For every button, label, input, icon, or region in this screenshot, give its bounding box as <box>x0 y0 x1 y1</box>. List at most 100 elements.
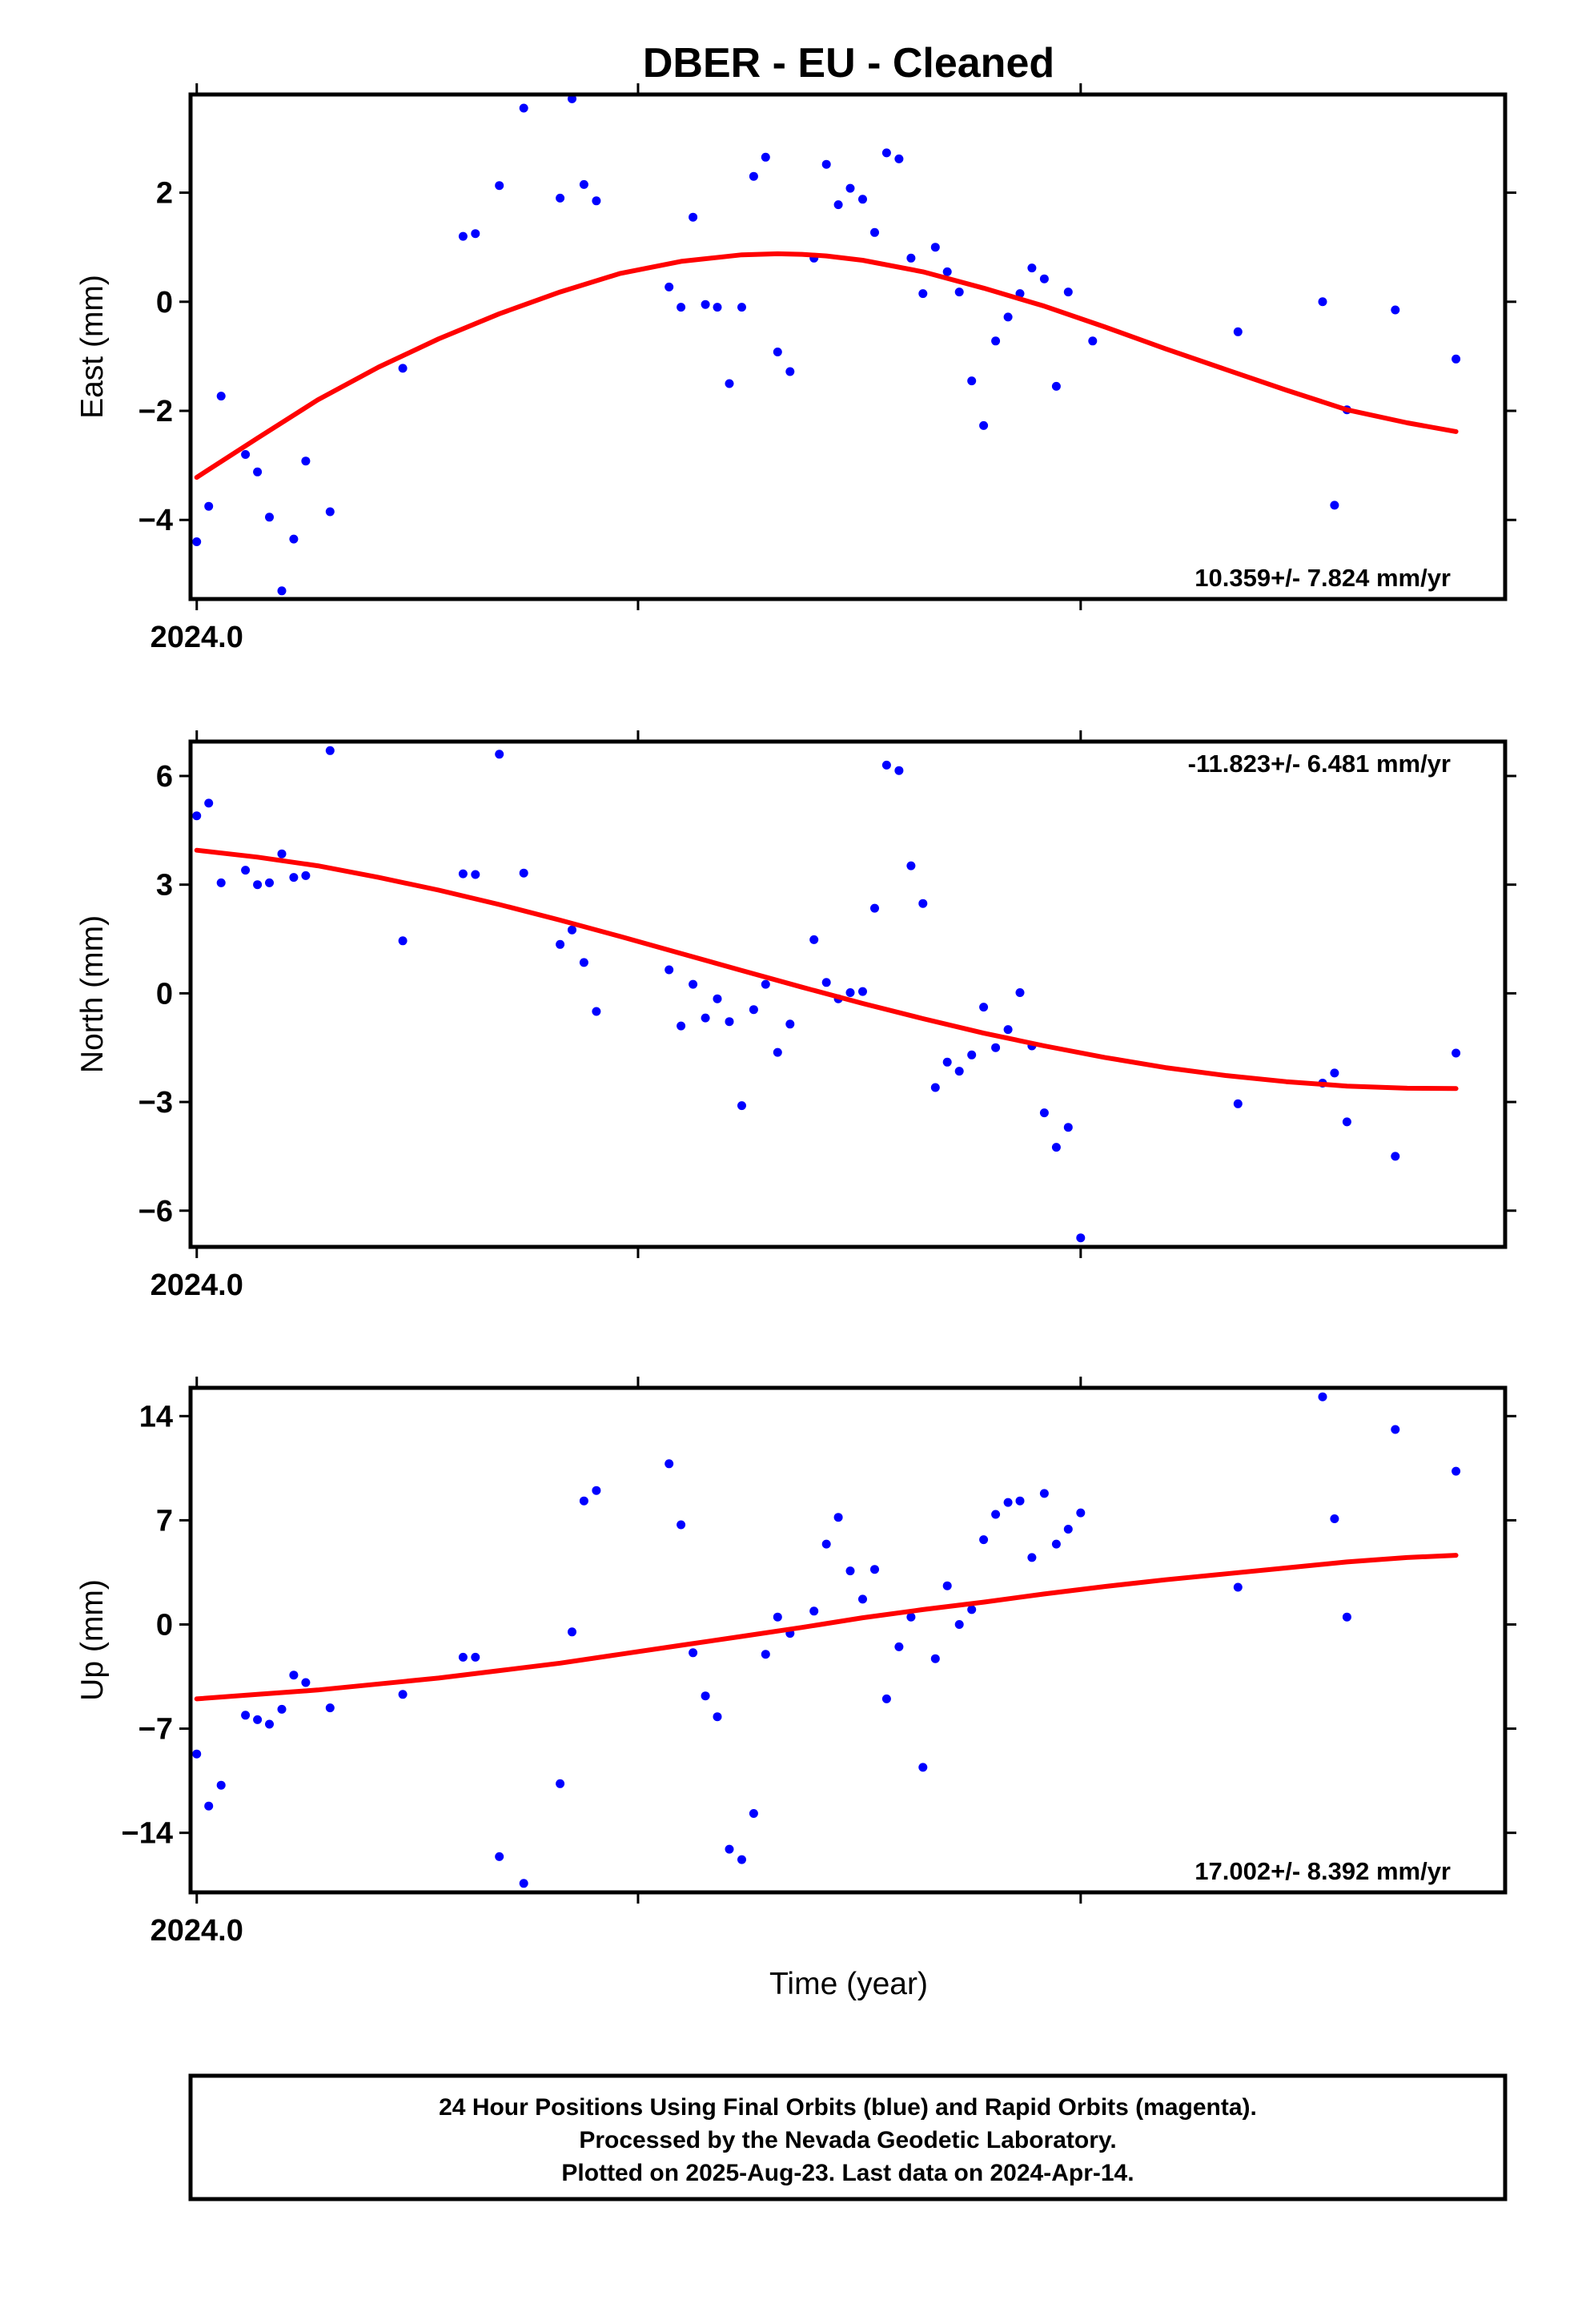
east-data-point <box>241 450 251 459</box>
east-data-point <box>398 364 408 373</box>
north-data-point <box>1452 1048 1461 1058</box>
up-y-axis-label: Up (mm) <box>75 1579 110 1701</box>
footer-box: 24 Hour Positions Using Final Orbits (bl… <box>188 2073 1508 2201</box>
north-data-point <box>930 1083 940 1092</box>
east-data-point <box>773 348 782 356</box>
footer-frame <box>188 2073 1508 2201</box>
up-data-point <box>192 1749 202 1759</box>
east-data-point <box>192 537 202 546</box>
up-data-point <box>749 1809 758 1818</box>
up-data-points <box>192 1392 1461 1888</box>
east-data-point <box>858 195 867 204</box>
up-data-point <box>1039 1489 1049 1498</box>
up-data-point <box>1330 1514 1339 1523</box>
east-data-point <box>216 392 226 401</box>
east-data-point <box>833 200 843 210</box>
east-data-point <box>568 94 576 103</box>
east-data-point <box>325 507 335 517</box>
up-y-tick-label: −7 <box>139 1713 173 1747</box>
up-data-point <box>289 1671 299 1680</box>
up-data-point <box>398 1690 408 1699</box>
up-data-point <box>1318 1392 1327 1401</box>
up-data-point <box>216 1780 226 1790</box>
up-data-point <box>773 1612 782 1622</box>
east-data-point <box>1063 287 1073 297</box>
north-data-point <box>277 849 287 858</box>
up-x-tick-label: 2024.0 <box>151 1914 243 1948</box>
east-data-points <box>192 94 1461 596</box>
east-data-point <box>1391 305 1400 315</box>
east-x-tick-label: 2024.0 <box>151 621 243 654</box>
north-y-tick-label: −6 <box>139 1195 173 1228</box>
east-data-point <box>1233 327 1243 336</box>
footer-line-1: 24 Hour Positions Using Final Orbits (bl… <box>439 2094 1257 2121</box>
east-data-point <box>495 181 504 191</box>
up-rate-label: 17.002+/- 8.392 mm/yr <box>1195 1857 1451 1885</box>
north-data-point <box>991 1043 1001 1052</box>
east-data-point <box>289 534 299 544</box>
east-data-point <box>458 231 468 241</box>
up-data-point <box>979 1535 989 1545</box>
up-data-point <box>1391 1425 1400 1434</box>
north-data-point <box>894 766 904 775</box>
east-data-point <box>845 183 855 193</box>
east-data-point <box>1330 501 1339 510</box>
up-data-point <box>277 1704 287 1714</box>
north-data-point <box>568 925 576 935</box>
north-data-point <box>579 958 588 967</box>
east-data-point <box>930 243 940 252</box>
up-data-point <box>713 1712 722 1722</box>
up-data-point <box>761 1650 770 1659</box>
north-data-point <box>1076 1233 1086 1243</box>
up-data-point <box>1015 1496 1025 1506</box>
up-data-point <box>858 1594 867 1604</box>
north-data-point <box>458 869 468 879</box>
east-data-point <box>1051 381 1061 391</box>
up-data-point <box>265 1719 274 1729</box>
up-data-point <box>725 1844 734 1854</box>
up-data-point <box>737 1855 746 1864</box>
up-data-point <box>592 1486 601 1495</box>
up-data-point <box>241 1711 251 1720</box>
north-data-point <box>737 1101 746 1111</box>
up-y-tick-label: 7 <box>156 1504 173 1538</box>
up-data-point <box>1342 1612 1351 1622</box>
north-data-point <box>942 1057 952 1067</box>
up-data-point <box>677 1520 686 1530</box>
up-data-point <box>1063 1525 1073 1534</box>
north-data-point <box>785 1019 795 1029</box>
north-data-point <box>725 1017 734 1027</box>
up-data-point <box>991 1510 1001 1519</box>
east-data-point <box>1027 263 1037 273</box>
north-data-point <box>845 988 855 997</box>
east-data-point <box>737 303 746 312</box>
east-y-tick-label: −4 <box>139 504 173 537</box>
east-data-point <box>918 289 928 299</box>
north-data-point <box>1039 1108 1049 1118</box>
east-data-point <box>894 154 904 163</box>
east-data-point <box>519 103 528 113</box>
up-data-point <box>458 1652 468 1662</box>
north-data-point <box>918 899 928 908</box>
up-data-point <box>833 1513 843 1522</box>
north-data-point <box>204 798 214 808</box>
east-data-point <box>471 229 480 239</box>
up-data-point <box>1076 1508 1086 1518</box>
north-data-point <box>216 878 226 887</box>
up-data-point <box>1452 1466 1461 1476</box>
east-data-point <box>906 253 916 263</box>
north-data-point <box>192 811 202 821</box>
east-data-point <box>725 379 734 388</box>
north-data-point <box>858 987 867 996</box>
north-data-point <box>761 979 770 989</box>
east-data-point <box>301 456 311 466</box>
up-data-point <box>253 1715 263 1724</box>
north-data-point <box>1330 1068 1339 1078</box>
east-data-point <box>881 148 891 158</box>
north-data-point <box>592 1007 601 1016</box>
up-data-point <box>821 1539 831 1549</box>
east-data-point <box>1003 312 1013 322</box>
north-data-point <box>1063 1123 1073 1132</box>
east-data-point <box>942 267 952 276</box>
north-data-point <box>325 746 335 755</box>
